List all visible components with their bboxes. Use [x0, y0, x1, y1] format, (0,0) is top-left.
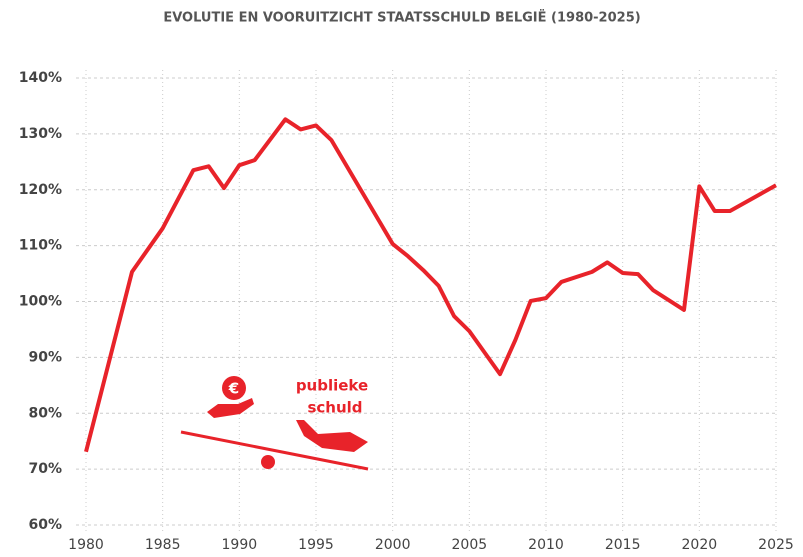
- series-line: [84, 117, 777, 453]
- coin: [222, 376, 246, 400]
- x-tick-label: 2025: [758, 537, 794, 553]
- y-tick-label: 90%: [28, 349, 62, 365]
- x-tick-label: 1985: [145, 537, 181, 553]
- x-tick-label: 1980: [68, 537, 104, 553]
- euro-sign: €: [228, 380, 239, 398]
- x-tick-label: 2005: [452, 537, 488, 553]
- balance-line: [180, 430, 369, 471]
- y-tick-label: 110%: [19, 238, 62, 254]
- x-tick-label: 1995: [298, 537, 334, 553]
- y-tick-label: 60%: [28, 517, 62, 533]
- annotation: publieke: [296, 377, 368, 395]
- y-tick-label: 140%: [19, 70, 62, 86]
- y-tick-label: 100%: [19, 294, 62, 310]
- y-tick-label: 120%: [19, 182, 62, 198]
- x-tick-label: 2015: [605, 537, 641, 553]
- debt-icon: € publieke schuld: [180, 376, 369, 471]
- x-tick-label: 1990: [222, 537, 258, 553]
- hand-right: [296, 420, 368, 452]
- x-tick-label: 2000: [375, 537, 411, 553]
- y-tick-label: 70%: [28, 461, 62, 477]
- annotation: schuld: [307, 399, 362, 417]
- y-tick-label: 80%: [28, 405, 62, 421]
- x-tick-label: 2020: [682, 537, 718, 553]
- hand-left: [207, 398, 254, 418]
- y-tick-label: 130%: [19, 126, 62, 142]
- chart-title: EVOLUTIE EN VOORUITZICHT STAATSSCHULD BE…: [163, 10, 640, 26]
- balance-dot: [261, 455, 275, 469]
- x-tick-label: 2010: [528, 537, 564, 553]
